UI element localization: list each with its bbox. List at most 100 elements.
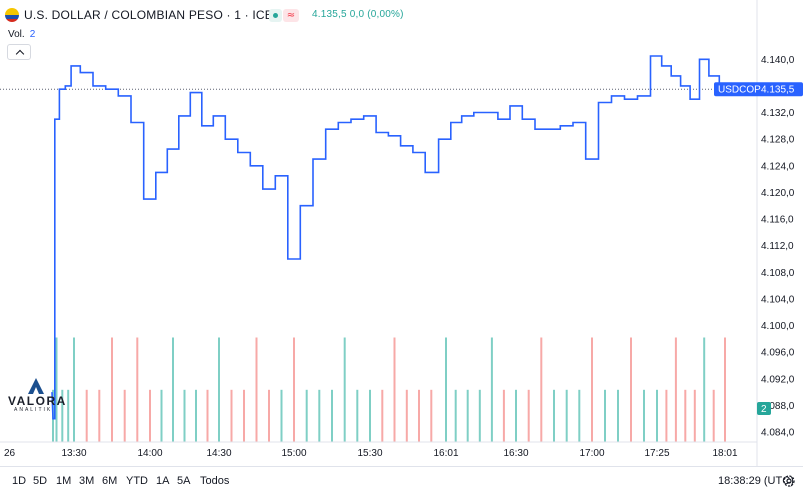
volume-bar — [643, 389, 645, 443]
range-6m-button[interactable]: 6M — [102, 475, 118, 487]
volume-bar — [405, 389, 408, 443]
volume-bar — [183, 389, 186, 443]
volume-bar — [160, 389, 163, 443]
price-tick-label: 4.084,0 — [761, 428, 795, 439]
time-tick-label: 17:25 — [644, 448, 669, 459]
time-tick-label: 26 — [4, 448, 16, 459]
price-axis[interactable]: 4.140,04.136,04.132,04.128,04.124,04.120… — [761, 55, 795, 439]
volume-bar — [693, 389, 696, 443]
last-price-symbol: USDCOP — [718, 85, 761, 96]
quote-readout: 4.135,5 0,0 (0,00%) — [312, 9, 404, 20]
volume-bar — [490, 337, 493, 442]
volume-bar — [656, 389, 658, 443]
volume-bar — [381, 389, 384, 443]
price-tick-label: 4.092,0 — [761, 374, 795, 385]
volume-bar — [565, 389, 568, 443]
volume-bar — [111, 337, 113, 442]
volume-bar — [73, 337, 75, 442]
time-tick-label: 13:30 — [61, 448, 86, 459]
volume-bar — [674, 337, 677, 442]
logo-tagline: ANALITIK — [14, 407, 53, 413]
price-tick-label: 4.096,0 — [761, 348, 795, 359]
time-tick-label: 14:30 — [206, 448, 231, 459]
logo-wordmark: VALORA — [8, 394, 67, 408]
time-tick-label: 15:30 — [357, 448, 382, 459]
volume-badge-value: 2 — [761, 404, 767, 415]
range-3m-button[interactable]: 3M — [79, 475, 95, 487]
volume-bar — [356, 389, 359, 443]
time-axis[interactable]: 26 13:30 14:00 14:30 15:00 15:30 16:01 16:30 17:… — [4, 448, 738, 459]
volume-bar — [703, 337, 706, 442]
volume-bar — [617, 389, 619, 443]
range-5d-button[interactable]: 5D — [33, 475, 48, 487]
range-1d-button[interactable]: 1D — [12, 475, 27, 487]
volume-bar — [466, 389, 469, 443]
price-tick-label: 4.104,0 — [761, 294, 795, 305]
gear-icon[interactable] — [782, 474, 796, 488]
volume-bar — [712, 389, 715, 443]
range-5a-button[interactable]: 5A — [177, 475, 191, 487]
symbol-title[interactable]: U.S. DOLLAR / COLOMBIAN PESO · 1 · ICE — [24, 8, 273, 22]
volume-bar — [665, 389, 668, 443]
range-1m-button[interactable]: 1M — [56, 475, 72, 487]
volume-legend[interactable]: Vol. 2 — [8, 29, 35, 40]
price-tick-label: 4.132,0 — [761, 108, 795, 119]
time-tick-label: 16:01 — [433, 448, 458, 459]
range-1a-button[interactable]: 1A — [156, 475, 170, 487]
volume-legend-label: Vol. — [8, 29, 25, 40]
volume-bar — [136, 337, 139, 442]
volume-bar — [393, 337, 396, 442]
volume-bar — [369, 389, 371, 443]
price-tick-label: 4.116,0 — [761, 215, 794, 226]
volume-bar — [454, 389, 457, 443]
valora-logo — [28, 378, 44, 394]
volume-bar — [98, 389, 101, 443]
volume-bar — [230, 389, 233, 443]
volume-bar — [280, 389, 283, 443]
range-all-button[interactable]: Todos — [200, 475, 230, 487]
price-tick-label: 4.088,0 — [761, 401, 795, 412]
price-tick-label: 4.128,0 — [761, 135, 795, 146]
volume-bar — [218, 337, 220, 442]
price-tick-label: 4.120,0 — [761, 188, 795, 199]
utc-clock[interactable]: 18:38:29 (UTC) — [718, 475, 794, 487]
currency-flag-icon — [5, 8, 19, 22]
volume-bar — [293, 337, 295, 442]
volume-bar — [418, 389, 420, 443]
volume-bar — [206, 389, 209, 443]
price-chart[interactable]: 4.140,04.136,04.132,04.128,04.124,04.120… — [0, 0, 803, 466]
delayed-data-icon[interactable]: ≈ — [283, 9, 299, 22]
bottom-toolbar: 1D 5D 1M 3M 6M YTD 1A 5A Todos 18:38:29 … — [0, 466, 803, 495]
volume-bar — [578, 389, 581, 443]
price-series-line — [51, 55, 729, 420]
volume-bar — [305, 389, 308, 443]
price-tick-label: 4.124,0 — [761, 161, 795, 172]
volume-bar — [149, 389, 151, 443]
volume-bar — [724, 337, 726, 442]
chart-header: U.S. DOLLAR / COLOMBIAN PESO · 1 · ICE ≈… — [0, 0, 760, 30]
volume-bar — [123, 389, 126, 443]
volume-bar — [268, 389, 270, 443]
time-tick-label: 17:00 — [579, 448, 604, 459]
time-tick-label: 18:01 — [712, 448, 737, 459]
volume-bar — [255, 337, 258, 442]
collapse-legend-button[interactable] — [7, 44, 31, 60]
volume-bar — [343, 337, 346, 442]
market-status-icon[interactable] — [269, 9, 282, 22]
volume-bar — [591, 337, 593, 442]
last-price-badge: USDCOP 4.135,5 — [714, 82, 803, 97]
volume-bar — [478, 389, 481, 443]
volume-bar — [502, 389, 505, 443]
volume-bars — [52, 337, 726, 443]
price-tick-label: 4.100,0 — [761, 321, 795, 332]
volume-bar — [515, 389, 517, 443]
volume-bar — [553, 389, 555, 443]
volume-bar — [61, 389, 64, 443]
volume-bar — [55, 337, 58, 442]
volume-bar — [85, 389, 88, 443]
volume-legend-value: 2 — [29, 29, 36, 40]
volume-bar — [684, 389, 687, 443]
volume-bar — [67, 389, 70, 443]
volume-bar — [630, 337, 632, 442]
range-ytd-button[interactable]: YTD — [126, 475, 148, 487]
